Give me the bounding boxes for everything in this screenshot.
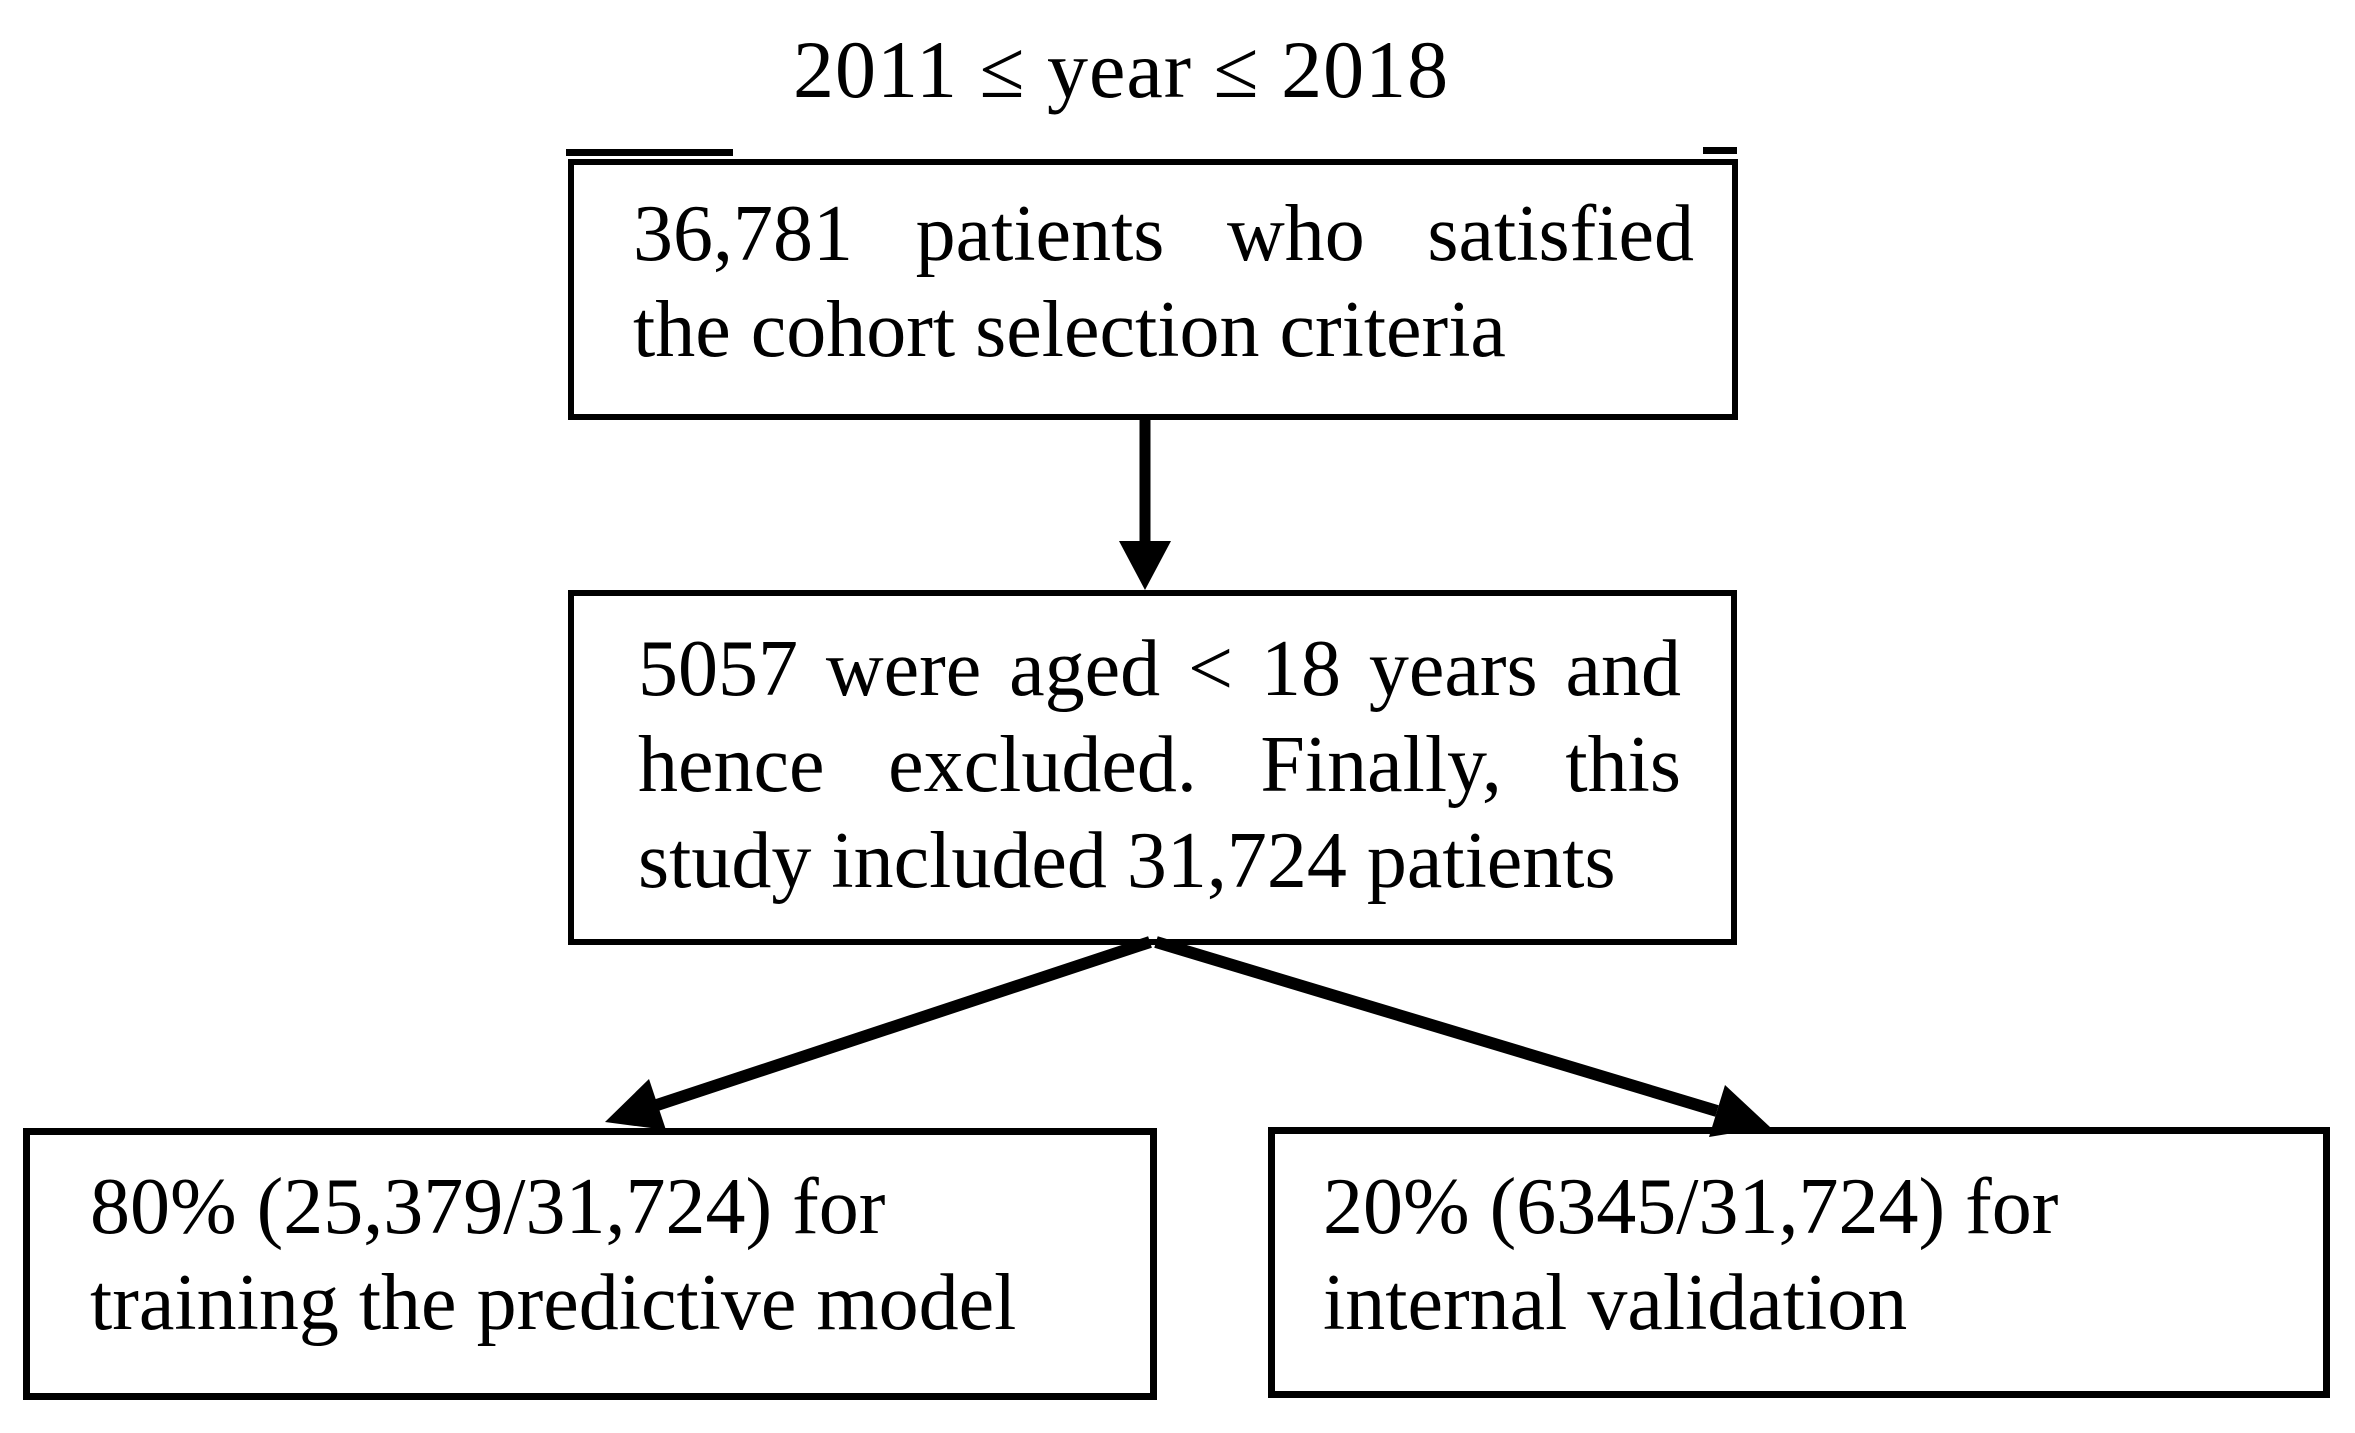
top-border-line-artifact (566, 149, 733, 156)
arrow-shaft (1154, 936, 1719, 1117)
excluded-box: 5057 were aged < 18 years and hence excl… (568, 590, 1737, 945)
training-box-line-1: 80% (25,379/31,724) for (90, 1163, 886, 1251)
excluded-box-line-3: study included 31,724 patients (638, 817, 1616, 905)
top-border-line-artifact (1703, 147, 1737, 154)
arrowhead-down (1119, 541, 1171, 590)
arrow-shaft (655, 936, 1152, 1111)
excluded-box-line-2: hence excluded. Finally, this (638, 721, 1681, 809)
cohort-box-line-2: the cohort selection criteria (633, 286, 1506, 374)
arrowhead-left-down (605, 1079, 666, 1130)
arrow-excluded-to-validation (1154, 936, 1770, 1137)
validation-box: 20% (6345/31,724) for internal validatio… (1268, 1127, 2330, 1398)
validation-box-line-2: internal validation (1323, 1259, 1908, 1347)
year-range-label: 2011 ≤ year ≤ 2018 (793, 24, 1450, 115)
cohort-box: 36,781 patients who satisfied the cohort… (568, 159, 1738, 420)
arrow-cohort-to-excluded (1119, 418, 1171, 590)
arrow-excluded-to-training (605, 936, 1152, 1130)
excluded-box-line-1: 5057 were aged < 18 years and (638, 625, 1681, 713)
training-box-line-2: training the predictive model (90, 1259, 1017, 1347)
validation-box-line-1: 20% (6345/31,724) for (1323, 1163, 2059, 1251)
training-box: 80% (25,379/31,724) for training the pre… (23, 1128, 1157, 1400)
cohort-box-line-1: 36,781 patients who satisfied (633, 190, 1694, 278)
